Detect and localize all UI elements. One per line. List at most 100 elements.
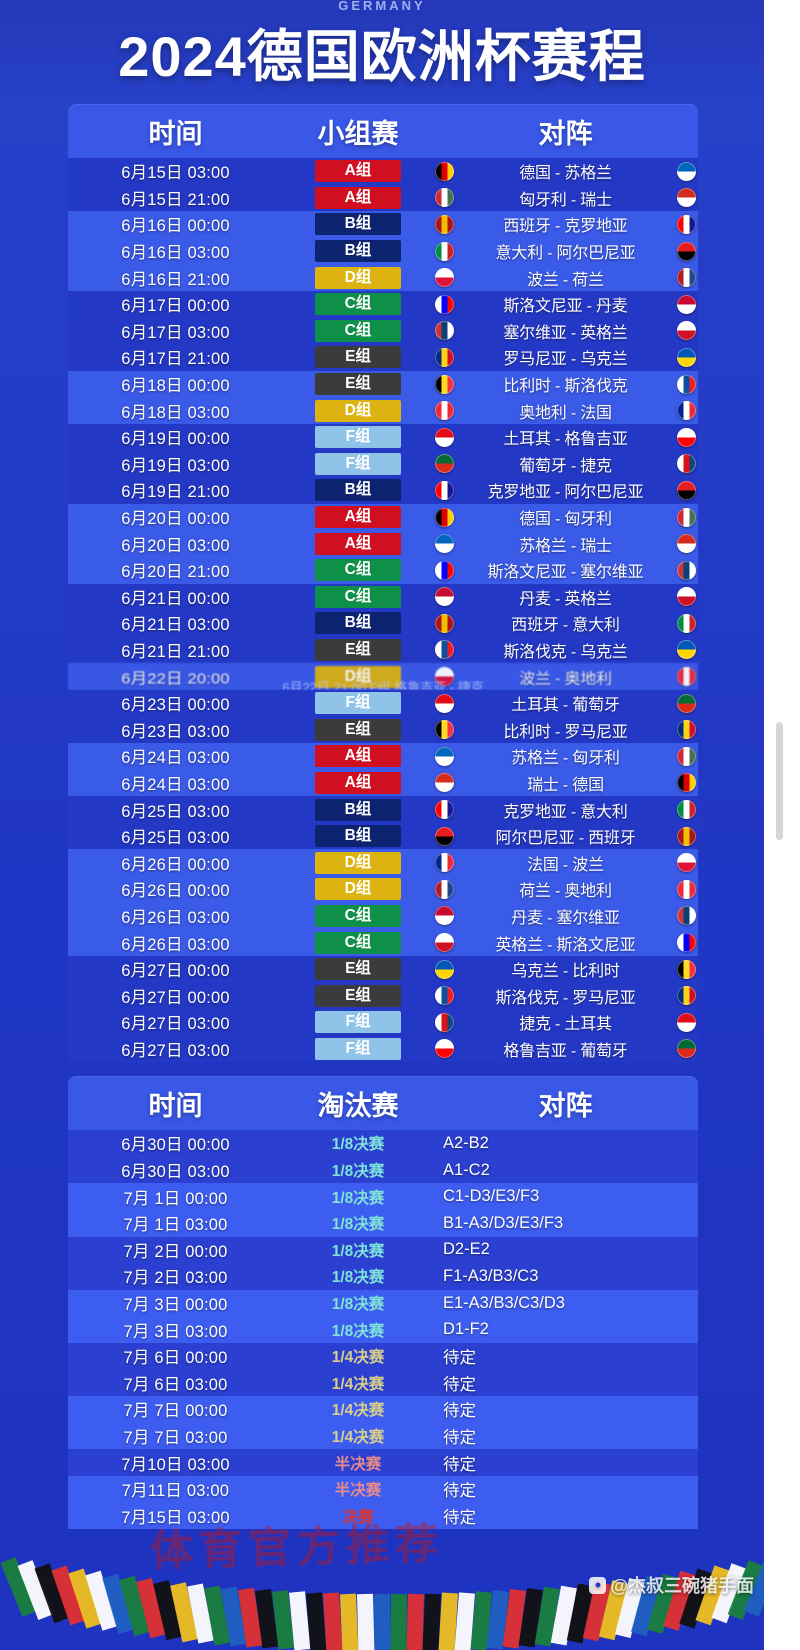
- match-time: 6月23日 00:00: [121, 696, 230, 715]
- table-row[interactable]: 6月18日 00:00 E组 比利时 - 斯洛伐克: [68, 370, 698, 398]
- table-row[interactable]: 6月22日 20:00 D组 波兰 - 奥地利 6月22日 21:00 F组 格鲁吉亚…: [68, 663, 698, 690]
- column-header-match-ko: 对阵: [538, 1090, 593, 1121]
- matchup-label: B1-A3/D3/E3/F3: [443, 1213, 564, 1232]
- table-row[interactable]: 6月25日 03:00 B组 阿尔巴尼亚 - 西班牙: [68, 822, 698, 850]
- flag-icon-ro: [677, 720, 696, 740]
- table-row[interactable]: 6月19日 21:00 B组 克罗地亚 - 阿尔巴尼亚: [68, 477, 698, 504]
- table-row[interactable]: 6月23日 00:00 F组 土耳其 - 葡萄牙: [68, 689, 698, 717]
- match-time: 6月26日 03:00: [121, 908, 230, 927]
- status-badge: E组: [315, 984, 401, 1007]
- table-row[interactable]: 7月 3日 00:00 1/8决赛 E1-A3/B3/C3/D3: [68, 1289, 698, 1317]
- status-badge: F组: [315, 426, 401, 449]
- table-row[interactable]: 6月19日 03:00 F组 葡萄牙 - 捷克: [68, 450, 698, 478]
- match-time: 6月27日 00:00: [121, 962, 230, 981]
- group-badge-cell: E组: [283, 346, 433, 369]
- table-row[interactable]: 6月27日 00:00 E组 斯洛伐克 - 罗马尼亚: [68, 982, 698, 1009]
- table-row[interactable]: 6月16日 03:00 B组 意大利 - 阿尔巴尼亚: [68, 237, 698, 265]
- match-time: 7月 6日 00:00: [123, 1349, 228, 1368]
- table-row[interactable]: 7月 7日 00:00 1/4决赛 待定: [68, 1396, 698, 1423]
- matchup-label: 葡萄牙 - 捷克: [519, 457, 612, 475]
- table-row[interactable]: 6月17日 00:00 C组 斯洛文尼亚 - 丹麦: [68, 290, 698, 318]
- matchup-cell: 丹麦 - 英格兰: [433, 585, 698, 609]
- table-row[interactable]: 6月25日 03:00 B组 克罗地亚 - 意大利: [68, 796, 698, 823]
- flag-icon-fr: [435, 853, 454, 873]
- table-row[interactable]: 7月10日 03:00 半决赛 待定: [68, 1449, 698, 1476]
- table-row[interactable]: 7月11日 03:00 半决赛 待定: [68, 1475, 698, 1503]
- flag-icon-si: [677, 933, 696, 953]
- group-badge-cell: A组: [283, 186, 433, 209]
- table-row[interactable]: 7月 1日 00:00 1/8决赛 C1-D3/E3/F3: [68, 1183, 698, 1210]
- table-row[interactable]: 6月16日 00:00 B组 西班牙 - 克罗地亚: [68, 211, 698, 238]
- table-row[interactable]: 6月21日 00:00 C组 丹麦 - 英格兰: [68, 583, 698, 611]
- table-row[interactable]: 7月 2日 03:00 1/8决赛 F1-A3/B3/C3: [68, 1263, 698, 1290]
- flag-icon-dk: [435, 906, 454, 926]
- match-time: 6月20日 00:00: [121, 510, 230, 529]
- matchup-label: A2-B2: [443, 1133, 489, 1152]
- status-badge: E组: [315, 346, 401, 369]
- euro-2024-schedule-poster: GERMANY 2024德国欧洲杯赛程 时间 小组赛 对阵 6月15日 03:0…: [0, 0, 764, 1650]
- match-time: 6月17日 03:00: [121, 323, 230, 342]
- table-row[interactable]: 6月18日 03:00 D组 奥地利 - 法国: [68, 397, 698, 424]
- table-row[interactable]: 7月 2日 00:00 1/8决赛 D2-E2: [68, 1236, 698, 1264]
- table-row[interactable]: 6月17日 03:00 C组 塞尔维亚 - 英格兰: [68, 317, 698, 345]
- table-row[interactable]: 6月21日 21:00 E组 斯洛伐克 - 乌克兰: [68, 636, 698, 664]
- table-row[interactable]: 7月 6日 00:00 1/4决赛 待定: [68, 1342, 698, 1370]
- page-right-margin: [764, 0, 800, 1650]
- knockout-stage-label: 半决赛: [334, 1482, 382, 1500]
- table-row[interactable]: 6月16日 21:00 D组 波兰 - 荷兰: [68, 264, 698, 291]
- status-badge: A组: [315, 745, 401, 768]
- table-row[interactable]: 6月27日 03:00 F组 格鲁吉亚 - 葡萄牙: [68, 1035, 698, 1063]
- table-row[interactable]: 6月26日 00:00 D组 荷兰 - 奥地利: [68, 876, 698, 903]
- status-badge: B组: [315, 479, 401, 502]
- matchup-label: 斯洛伐克 - 乌克兰: [503, 643, 628, 661]
- table-row[interactable]: 6月20日 21:00 C组 斯洛文尼亚 - 塞尔维亚: [68, 556, 698, 584]
- table-row[interactable]: 6月26日 03:00 C组 丹麦 - 塞尔维亚: [68, 902, 698, 930]
- table-row[interactable]: 7月 3日 03:00 1/8决赛 D1-F2: [68, 1316, 698, 1343]
- matchup-label: 丹麦 - 塞尔维亚: [511, 909, 620, 927]
- table-row[interactable]: 6月19日 00:00 F组 土耳其 - 格鲁吉亚: [68, 423, 698, 451]
- table-row[interactable]: 6月30日 00:00 1/8决赛 A2-B2: [68, 1130, 698, 1157]
- match-time: 7月 6日 03:00: [123, 1375, 228, 1394]
- matchup-label: 待定: [443, 1455, 476, 1474]
- status-badge: F组: [315, 1037, 401, 1060]
- table-row[interactable]: 6月17日 21:00 E组 罗马尼亚 - 乌克兰: [68, 344, 698, 371]
- match-time: 6月20日 03:00: [121, 536, 230, 555]
- column-header-stage: 小组赛: [317, 118, 399, 149]
- flag-icon-de: [435, 161, 454, 181]
- match-time: 6月24日 03:00: [121, 749, 230, 768]
- table-row[interactable]: 6月26日 00:00 D组 法国 - 波兰: [68, 849, 698, 877]
- matchup-label: 斯洛文尼亚 - 塞尔维亚: [487, 564, 644, 582]
- match-time: 7月 7日 00:00: [123, 1402, 228, 1421]
- table-row[interactable]: 6月27日 03:00 F组 捷克 - 土耳其: [68, 1009, 698, 1036]
- table-row[interactable]: 7月 7日 03:00 1/4决赛 待定: [68, 1422, 698, 1450]
- matchup-cell: 苏格兰 - 匈牙利: [433, 744, 698, 768]
- table-row[interactable]: 6月20日 03:00 A组 苏格兰 - 瑞士: [68, 530, 698, 557]
- status-badge: C组: [315, 585, 401, 608]
- flag-icon-pt: [435, 454, 454, 474]
- flag-icon-pt: [677, 693, 696, 713]
- flag-icon-pl: [435, 667, 454, 687]
- table-row[interactable]: 6月23日 03:00 E组 比利时 - 罗马尼亚: [68, 716, 698, 744]
- matchup-cell: 法国 - 波兰: [433, 851, 698, 875]
- group-stage-rows: 6月15日 03:00 A组 德国 - 苏格兰 6月15日 21:00 A组 匈牙利 - …: [68, 158, 698, 1063]
- matchup-label: 比利时 - 罗马尼亚: [503, 723, 628, 741]
- table-row[interactable]: 6月26日 03:00 C组 英格兰 - 斯洛文尼亚: [68, 929, 698, 956]
- table-row[interactable]: 6月30日 03:00 1/8决赛 A1-C2: [68, 1156, 698, 1184]
- germany-kicker: GERMANY: [338, 0, 426, 13]
- group-badge-cell: D组: [283, 878, 433, 901]
- table-row[interactable]: 6月24日 03:00 A组 瑞士 - 德国: [68, 769, 698, 797]
- flag-icon-sk: [435, 640, 454, 660]
- table-row[interactable]: 6月21日 03:00 B组 西班牙 - 意大利: [68, 610, 698, 637]
- table-row[interactable]: 7月15日 03:00 决赛 待定: [68, 1502, 698, 1530]
- status-badge: F组: [315, 1011, 401, 1034]
- table-row[interactable]: 7月 1日 03:00 1/8决赛 B1-A3/D3/E3/F3: [68, 1209, 698, 1237]
- table-row[interactable]: 6月15日 21:00 A组 匈牙利 - 瑞士: [68, 184, 698, 212]
- table-row[interactable]: 7月 6日 03:00 1/4决赛 待定: [68, 1369, 698, 1397]
- table-row[interactable]: 6月15日 03:00 A组 德国 - 苏格兰: [68, 158, 698, 185]
- flag-icon-ge: [677, 427, 696, 447]
- table-row[interactable]: 6月20日 00:00 A组 德国 - 匈牙利: [68, 503, 698, 531]
- table-row[interactable]: 6月24日 03:00 A组 苏格兰 - 匈牙利: [68, 743, 698, 770]
- matchup-label: 奥地利 - 法国: [519, 404, 612, 422]
- vertical-scrollbar[interactable]: [776, 722, 783, 840]
- table-row[interactable]: 6月27日 00:00 E组 乌克兰 - 比利时: [68, 955, 698, 983]
